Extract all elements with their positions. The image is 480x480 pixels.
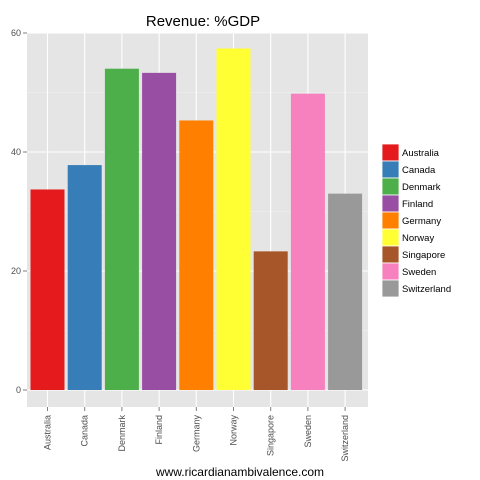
legend-label-canada: Canada — [402, 165, 436, 176]
bar-germany — [179, 120, 214, 390]
bar-australia — [30, 189, 65, 390]
legend-label-singapore: Singapore — [402, 250, 445, 261]
y-tick-label: 0 — [16, 385, 21, 395]
y-tick-label: 60 — [11, 28, 21, 38]
y-axis: 0 20 40 60 — [11, 28, 27, 395]
x-tick-label: Singapore — [266, 415, 276, 456]
x-tick-label: Finland — [154, 415, 164, 445]
x-tick-label: Norway — [229, 415, 239, 446]
y-tick-label: 20 — [11, 266, 21, 276]
legend-key-norway — [381, 228, 400, 247]
legend: Australia Canada Denmark Finland Germany Norw… — [381, 143, 451, 298]
bar-singapore — [253, 251, 288, 390]
legend-key-switzerland — [381, 279, 400, 298]
legend-key-canada — [381, 160, 400, 179]
bars — [30, 48, 363, 391]
bar-switzerland — [328, 193, 363, 390]
legend-label-australia: Australia — [402, 148, 440, 159]
legend-key-singapore — [381, 245, 400, 264]
legend-key-denmark — [381, 177, 400, 196]
legend-key-sweden — [381, 262, 400, 281]
bar-finland — [142, 72, 177, 391]
bar-denmark — [104, 68, 139, 390]
x-tick-label: Switzerland — [340, 415, 350, 462]
chart-title: Revenue: %GDP — [146, 13, 260, 30]
source-caption: www.ricardianambivalence.com — [155, 465, 324, 479]
y-tick-label: 40 — [11, 147, 21, 157]
legend-label-denmark: Denmark — [402, 182, 441, 193]
legend-label-norway: Norway — [402, 233, 434, 244]
legend-label-switzerland: Switzerland — [402, 284, 451, 295]
legend-label-germany: Germany — [402, 216, 441, 227]
bar-canada — [67, 165, 102, 390]
legend-key-australia — [381, 143, 400, 162]
legend-label-sweden: Sweden — [402, 267, 436, 278]
x-tick-label: Canada — [80, 415, 90, 447]
bar-sweden — [290, 93, 325, 390]
x-axis: Australia Canada Denmark Finland Germany Norw… — [43, 407, 350, 462]
x-tick-label: Sweden — [303, 415, 313, 448]
x-tick-label: Denmark — [117, 415, 127, 452]
x-tick-label: Australia — [43, 415, 53, 450]
bar-norway — [216, 48, 251, 390]
legend-key-finland — [381, 194, 400, 213]
legend-key-germany — [381, 211, 400, 230]
legend-label-finland: Finland — [402, 199, 433, 210]
x-tick-label: Germany — [191, 415, 201, 453]
